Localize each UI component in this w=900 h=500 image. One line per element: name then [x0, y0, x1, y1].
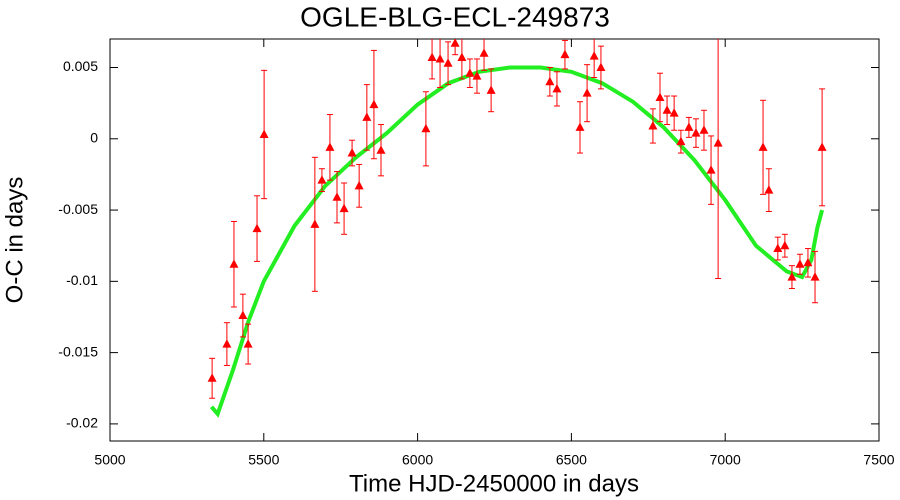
data-point [376, 145, 386, 154]
data-point [560, 49, 570, 59]
y-tick-label: -0.015 [58, 343, 98, 359]
data-point [207, 373, 217, 382]
data-point [589, 51, 599, 60]
data-point [479, 48, 489, 57]
data-point [347, 148, 357, 157]
data-point [354, 180, 364, 190]
data-point [229, 259, 239, 268]
data-point [427, 52, 437, 62]
data-point [669, 108, 679, 117]
x-axis-label: Time HJD-2450000 in days [349, 470, 639, 497]
chart-title: OGLE-BLG-ECL-249873 [300, 1, 610, 32]
data-point [810, 272, 820, 281]
data-point [706, 165, 716, 174]
plot-frame [109, 38, 880, 442]
data-point [713, 138, 723, 147]
data-point [780, 240, 790, 250]
data-point [582, 88, 592, 97]
data-point [699, 125, 709, 134]
data-point [243, 339, 253, 348]
x-tick-label: 6000 [402, 452, 433, 468]
data-point [457, 52, 467, 62]
plot-area [207, 39, 827, 418]
data-point [472, 71, 482, 80]
data-point [676, 136, 686, 146]
data-point [596, 62, 606, 72]
data-point [369, 99, 379, 109]
data-point [787, 272, 797, 281]
data-point [222, 339, 232, 348]
data-point [362, 112, 372, 121]
data-point [662, 105, 672, 114]
data-point [795, 259, 805, 268]
y-axis-label: O-C in days [1, 177, 28, 304]
data-point [817, 142, 827, 151]
data-point [803, 257, 813, 267]
data-point [259, 129, 269, 139]
data-point [773, 243, 783, 253]
data-point [325, 142, 335, 151]
data-point [648, 120, 658, 130]
data-point [465, 68, 475, 77]
data-point [238, 310, 248, 320]
data-point [252, 223, 262, 233]
data-point [486, 85, 496, 94]
fit-line [209, 65, 825, 418]
data-point [655, 92, 665, 101]
data-point [575, 122, 585, 131]
data-point [421, 123, 431, 133]
x-tick-label: 7500 [863, 452, 894, 468]
data-point [310, 219, 320, 228]
data-point [764, 185, 774, 194]
y-tick-label: -0.01 [66, 272, 98, 288]
data-point [552, 83, 562, 93]
y-tick-label: -0.02 [66, 415, 98, 431]
data-point [450, 39, 460, 47]
data-point [435, 53, 445, 63]
x-tick-label: 7000 [710, 452, 741, 468]
data-point [443, 58, 453, 67]
y-tick-label: 0.005 [63, 58, 98, 74]
x-tick-label: 5000 [94, 452, 125, 468]
x-tick-label: 6500 [556, 452, 587, 468]
data-point [684, 122, 694, 131]
y-tick-label: -0.005 [58, 201, 98, 217]
data-point [339, 203, 349, 213]
data-point [317, 175, 327, 184]
data-point [691, 128, 701, 137]
data-point [545, 76, 555, 86]
x-tick-label: 5500 [248, 452, 279, 468]
data-point [332, 192, 342, 201]
data-point [758, 142, 768, 151]
y-tick-label: 0 [90, 129, 98, 145]
